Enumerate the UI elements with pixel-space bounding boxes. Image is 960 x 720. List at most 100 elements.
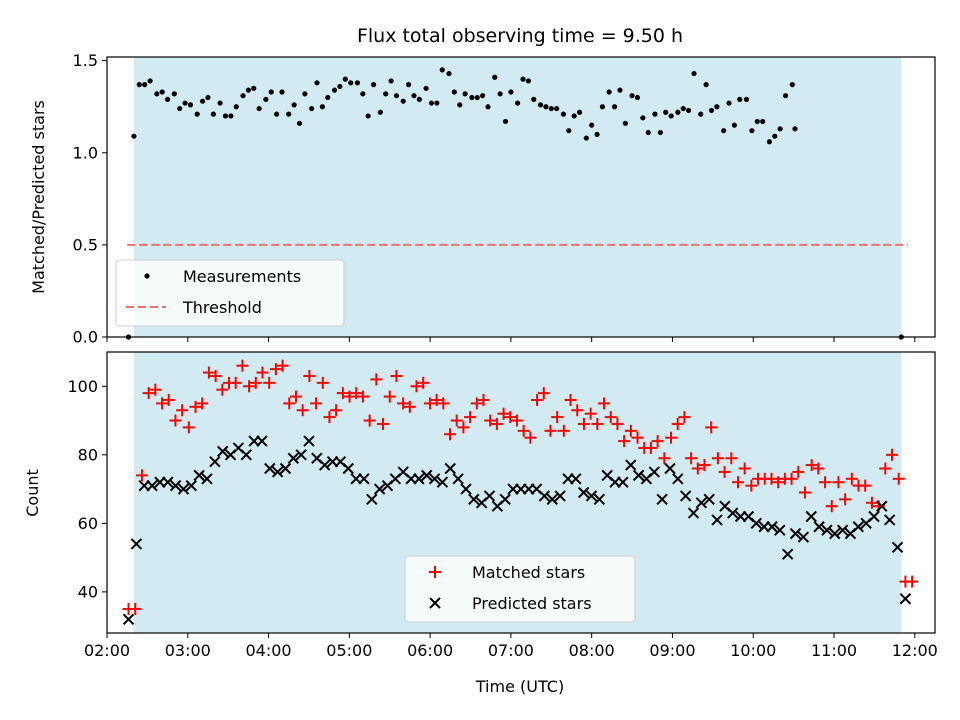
predicted-star-point xyxy=(789,527,802,540)
measurement-point xyxy=(256,105,262,112)
matched-star-point xyxy=(718,465,731,478)
measurement-point xyxy=(228,113,234,119)
matched-star-point xyxy=(256,366,269,379)
predicted-star-point xyxy=(162,476,174,488)
legend-matched-marker xyxy=(429,566,441,578)
x-tick-label: 04:00 xyxy=(246,641,292,660)
predicted-star-point xyxy=(695,497,708,509)
matched-star-point xyxy=(296,404,309,417)
measurement-point xyxy=(497,91,503,97)
matched-star-point xyxy=(383,390,396,403)
matched-star-point xyxy=(785,472,798,485)
matched-star-point xyxy=(510,414,523,427)
matched-star-point xyxy=(812,462,825,475)
top-y-ticks: 0.0 0.5 1.0 1.5 xyxy=(73,51,107,347)
top-axes-frame xyxy=(106,56,936,338)
x-tick-label: 05:00 xyxy=(326,641,372,660)
measurement-point xyxy=(657,129,663,136)
measurement-point xyxy=(354,80,361,86)
measurement-point xyxy=(698,111,704,117)
matched-star-point xyxy=(859,479,872,492)
matched-star-point xyxy=(276,359,289,372)
predicted-star-point xyxy=(209,455,221,468)
predicted-star-point xyxy=(585,490,598,502)
predicted-star-point xyxy=(687,507,700,519)
matched-star-point xyxy=(323,411,336,424)
measurement-point xyxy=(611,104,618,110)
matched-star-point xyxy=(135,469,148,482)
bottom-x-ticks: 02:00 03:00 04:00 05:00 06:00 07:00 08:00 09:00… xyxy=(84,633,938,660)
predicted-star-point xyxy=(460,483,472,495)
measurement-point xyxy=(245,87,251,93)
matched-star-point xyxy=(906,575,919,588)
matched-star-point xyxy=(658,452,671,465)
matched-star-point xyxy=(685,452,698,465)
matched-star-point xyxy=(711,452,724,465)
measurement-point xyxy=(606,89,612,95)
predicted-star-point xyxy=(703,493,715,506)
matched-star-point xyxy=(598,397,611,410)
predicted-star-point xyxy=(625,459,637,471)
measurement-point xyxy=(296,120,303,126)
chart-title: Flux total observing time = 9.50 h xyxy=(357,25,683,47)
matched-star-point xyxy=(417,376,430,389)
predicted-star-point xyxy=(319,459,331,471)
predicted-star-point xyxy=(672,473,684,485)
matched-star-point xyxy=(845,472,858,485)
predicted-star-point xyxy=(813,521,825,533)
x-tick-label: 11:00 xyxy=(811,641,857,660)
measurement-point xyxy=(365,113,371,119)
x-tick-label: 06:00 xyxy=(407,641,453,660)
matched-star-point xyxy=(316,376,329,389)
predicted-star-point xyxy=(805,510,817,523)
matched-star-point xyxy=(591,417,604,430)
measurement-point xyxy=(319,104,326,110)
matched-star-point xyxy=(805,459,818,472)
measurement-point xyxy=(400,98,406,104)
legend-predicted-marker xyxy=(429,597,441,609)
matched-star-point xyxy=(363,414,376,427)
matched-star-point xyxy=(289,390,302,403)
predicted-star-point xyxy=(593,493,606,506)
matched-star-point xyxy=(886,448,899,461)
matched-star-point xyxy=(731,476,744,489)
measurement-point xyxy=(480,93,486,99)
predicted-star-point xyxy=(421,469,433,482)
y-tick-label: 0.5 xyxy=(73,235,98,254)
measurement-point xyxy=(760,118,766,125)
measurement-point xyxy=(462,91,468,97)
measurement-point xyxy=(171,91,177,97)
measurement-point xyxy=(268,89,274,95)
measurement-point xyxy=(222,113,229,119)
matched-star-point xyxy=(517,424,530,437)
matched-star-point xyxy=(798,486,811,499)
predicted-star-point xyxy=(891,541,904,554)
predicted-star-point xyxy=(899,593,912,605)
bottom-y-axis-label: Count xyxy=(23,469,42,517)
matched-star-point xyxy=(531,393,544,406)
y-tick-label: 1.0 xyxy=(73,143,98,162)
matched-star-point xyxy=(698,459,711,472)
top-x-ticks xyxy=(106,337,916,342)
bottom-series-layer xyxy=(122,359,919,625)
matched-star-point xyxy=(182,421,195,434)
measurement-point xyxy=(789,82,795,88)
matched-star-point xyxy=(336,387,349,400)
measurement-point xyxy=(548,105,554,112)
measurement-point xyxy=(485,104,491,110)
measurement-point xyxy=(309,105,315,112)
matched-star-point xyxy=(236,359,249,372)
measurement-point xyxy=(360,91,366,97)
measurement-point xyxy=(423,85,429,91)
matched-star-point xyxy=(618,435,631,448)
predicted-star-point xyxy=(303,435,315,447)
measurement-point xyxy=(531,96,537,102)
matched-star-point xyxy=(584,407,597,420)
measurement-point xyxy=(131,133,137,139)
measurement-point xyxy=(370,82,377,88)
matched-star-point xyxy=(477,393,490,406)
predicted-star-point xyxy=(413,473,425,485)
matched-star-point xyxy=(504,411,517,424)
measurement-point xyxy=(348,80,354,86)
